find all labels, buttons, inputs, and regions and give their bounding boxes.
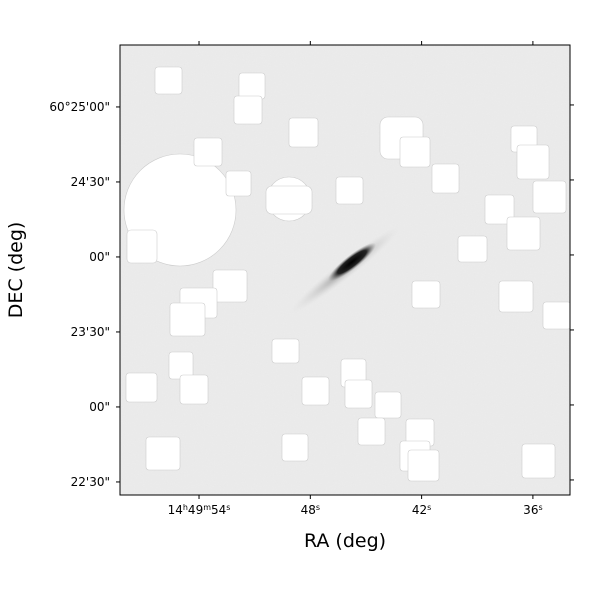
galaxy (327, 242, 377, 282)
y-tick-label: 60°25'00" (49, 100, 110, 114)
x-tick-label: 48s (301, 503, 320, 518)
sky-image (120, 45, 570, 495)
x-axis-label: RA (deg) (304, 530, 386, 552)
plot-frame (119, 44, 571, 496)
x-tick-label: 42s (412, 503, 431, 518)
x-tick-label: 36s (523, 503, 542, 518)
y-tick-label: 22'30" (71, 475, 110, 489)
masked-regions (123, 66, 570, 482)
y-tick-label: 00" (89, 250, 110, 264)
y-tick-label: 24'30" (71, 175, 110, 189)
y-tick-label: 23'30" (71, 325, 110, 339)
y-axis-label: DEC (deg) (5, 222, 27, 319)
x-tick-label: 14h49m54s (168, 503, 231, 518)
y-tick-label: 00" (89, 400, 110, 414)
